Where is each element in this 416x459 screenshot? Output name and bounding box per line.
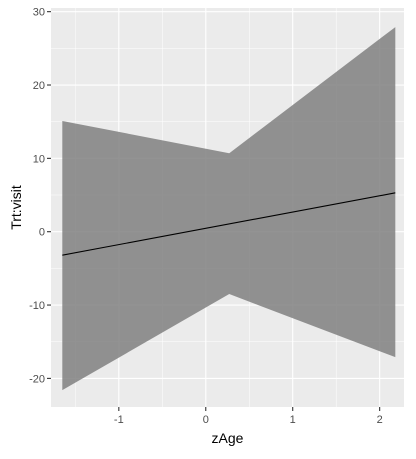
trend-line-layer [62, 192, 396, 256]
y-axis: -20 -10 0 10 20 30 [29, 7, 51, 385]
y-tick-label: -20 [29, 373, 45, 385]
y-tick-label: 20 [33, 80, 45, 92]
confidence-ribbon [62, 27, 396, 391]
x-axis-title: zAge [212, 430, 244, 446]
x-tick-label: 2 [377, 414, 383, 426]
x-tick-label: -1 [114, 414, 124, 426]
y-tick-label: 10 [33, 153, 45, 165]
trend-line [62, 192, 396, 256]
y-tick-label: 0 [39, 227, 45, 239]
y-axis-title: Trt:visit [8, 185, 24, 230]
y-tick-label: -10 [29, 300, 45, 312]
confidence-ribbon-layer [62, 27, 396, 391]
x-tick-label: 0 [203, 414, 209, 426]
x-axis: -1 0 1 2 [114, 407, 383, 426]
y-tick-label: 30 [33, 7, 45, 19]
x-tick-label: 1 [290, 414, 296, 426]
